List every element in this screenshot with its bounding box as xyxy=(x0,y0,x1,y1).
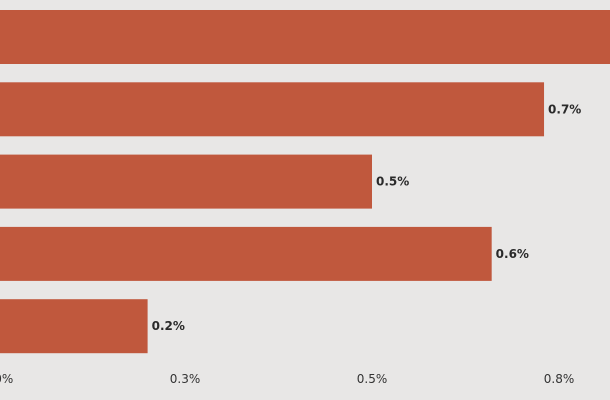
x-tick-label-3: 0.5% xyxy=(357,372,388,386)
bars-group xyxy=(0,10,610,354)
x-tick-label-4: 0.8% xyxy=(544,372,575,386)
bar-value-label-2: 0.7% xyxy=(548,102,581,116)
bar-value-label-5: 0.2% xyxy=(152,319,185,333)
bar-2 xyxy=(0,82,545,137)
bar-labels-group: 0.8%0.7%0.5%0.6%0.2% xyxy=(152,102,582,333)
bar-3 xyxy=(0,154,372,209)
bar-5 xyxy=(0,299,148,354)
bar-4 xyxy=(0,226,492,281)
bar-value-label-3: 0.5% xyxy=(376,175,409,189)
bar-value-label-4: 0.6% xyxy=(496,247,529,261)
x-tick-label-2: 0.3% xyxy=(170,372,201,386)
bar-1 xyxy=(0,10,610,64)
x-tick-label-1: 0.0% xyxy=(0,372,13,386)
x-axis-tick-labels: 0.0% 0.3% 0.5% 0.8% xyxy=(0,372,574,386)
